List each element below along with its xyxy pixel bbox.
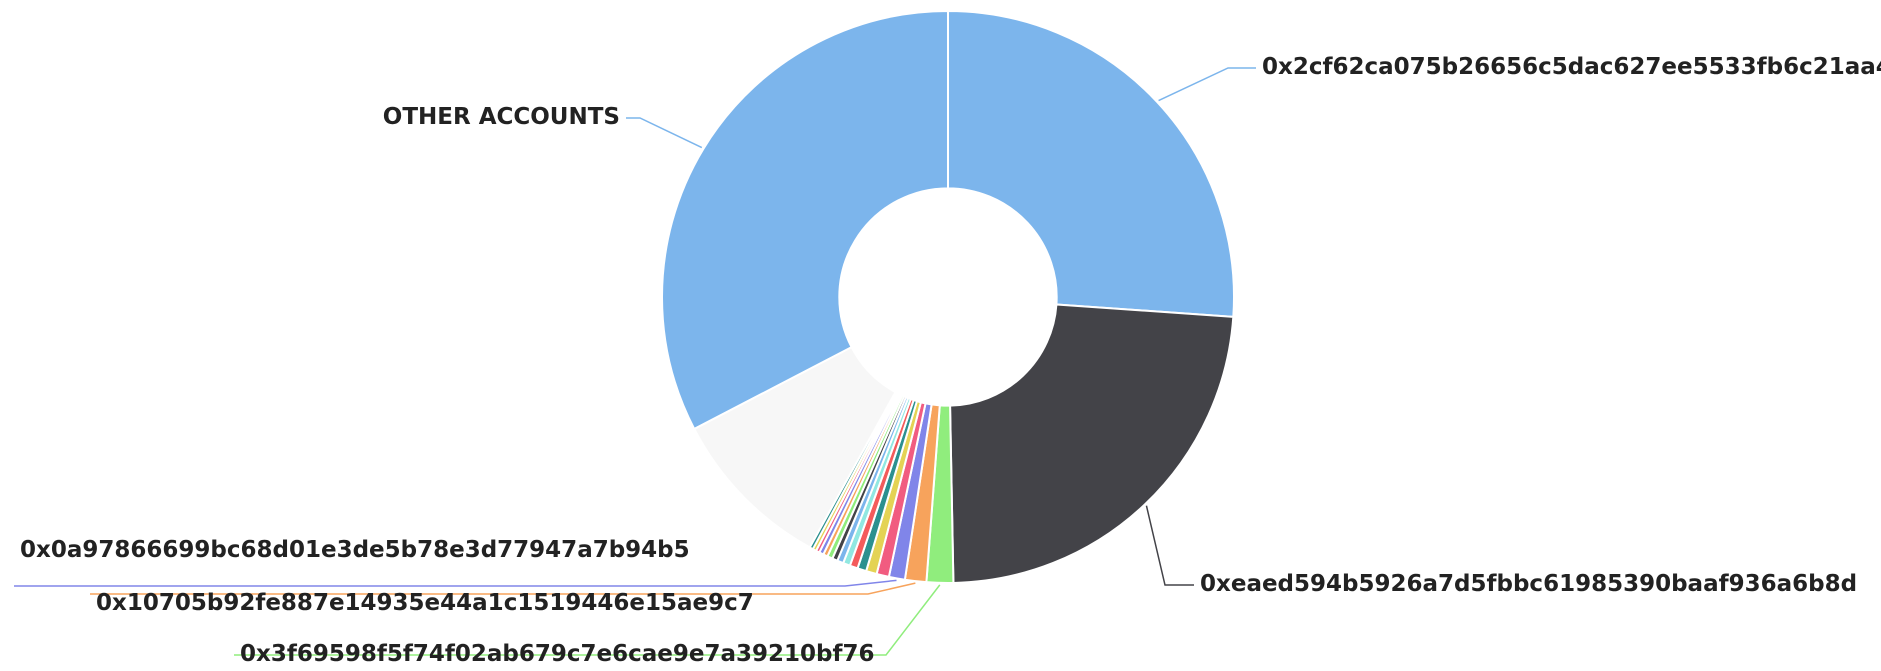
label-connector: [90, 582, 916, 595]
pie-slice[interactable]: [661, 10, 949, 430]
label-connector: [626, 117, 703, 149]
pie-slice[interactable]: [949, 303, 1235, 584]
slices-group: [661, 10, 1235, 584]
slice-label: 0x2cf62ca075b26656c5dac627ee5533fb6c21aa…: [1262, 54, 1881, 80]
connectors-group: [14, 67, 1256, 656]
labels-group: 0x2cf62ca075b26656c5dac627ee5533fb6c21aa…: [20, 54, 1881, 667]
slice-label: 0x0a97866699bc68d01e3de5b78e3d77947a7b94…: [20, 537, 690, 563]
slice-label: OTHER ACCOUNTS: [383, 104, 620, 130]
label-connector: [1158, 67, 1256, 102]
label-connector: [14, 579, 897, 587]
label-connector: [234, 584, 941, 656]
pie-slice[interactable]: [947, 10, 1235, 318]
slice-label: 0x3f69598f5f74f02ab679c7e6cae9e7a39210bf…: [240, 641, 875, 667]
slice-label: 0x10705b92fe887e14935e44a1c1519446e15ae9…: [96, 590, 754, 616]
label-connector: [1145, 505, 1194, 586]
slice-label: 0xeaed594b5926a7d5fbbc61985390baaf936a6b…: [1200, 571, 1857, 597]
